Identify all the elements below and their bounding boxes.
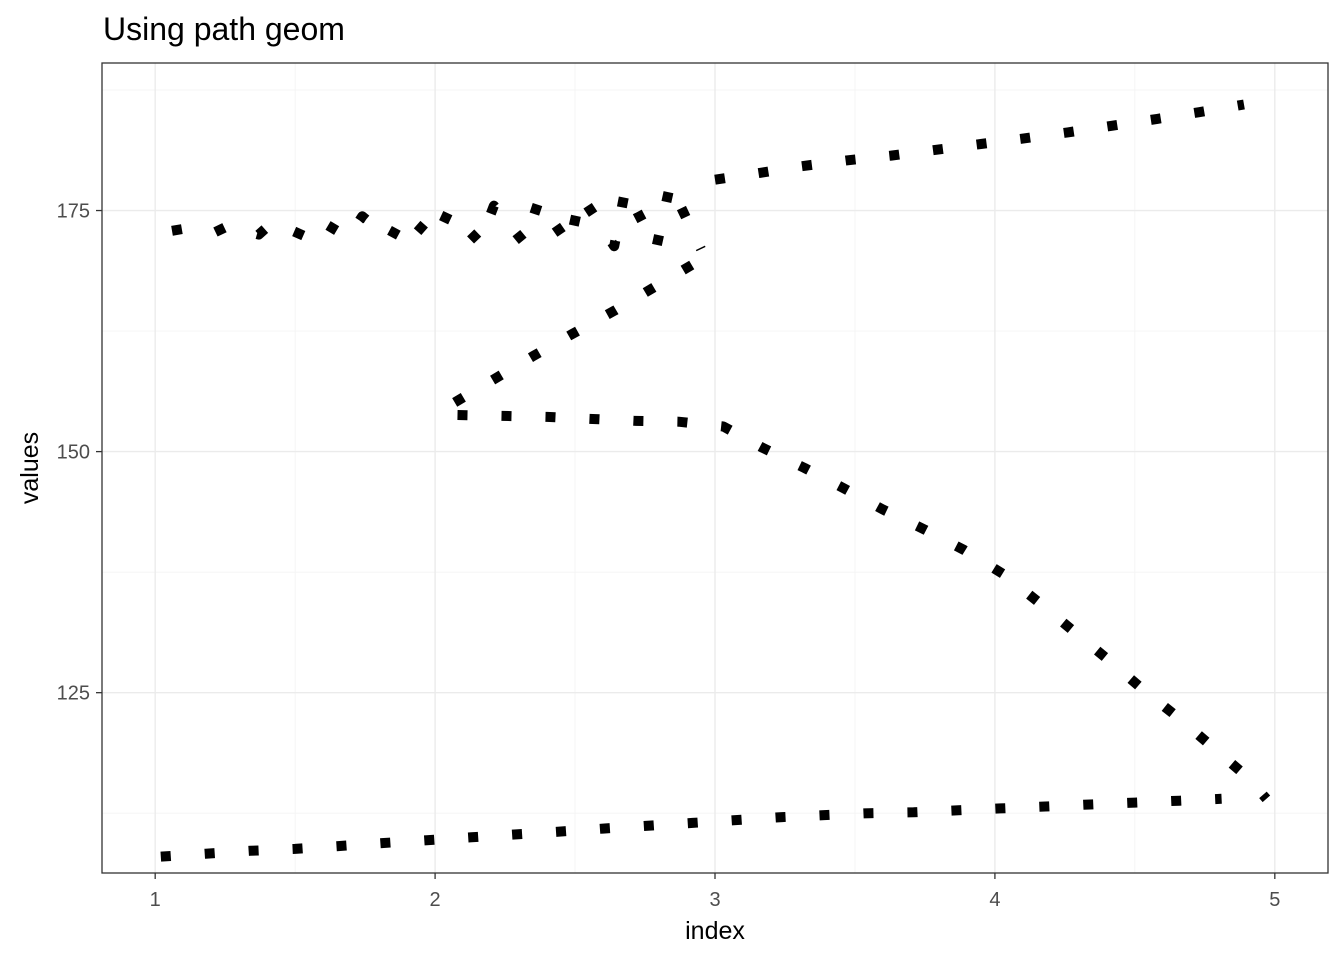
data-point xyxy=(656,248,657,249)
data-point xyxy=(348,237,349,238)
data-point xyxy=(1213,747,1214,748)
series-path xyxy=(714,99,1245,185)
data-point xyxy=(538,200,539,201)
data-point xyxy=(1003,574,1004,575)
data-point xyxy=(524,243,525,244)
x-tick-label: 1 xyxy=(150,889,161,911)
data-point xyxy=(589,418,590,419)
series-path xyxy=(171,179,706,254)
data-point xyxy=(479,242,480,243)
y-tick-label: 150 xyxy=(57,442,90,464)
data-point xyxy=(1179,718,1180,719)
grid-layer xyxy=(102,63,1328,873)
data-point xyxy=(692,264,693,265)
x-tick-label: 3 xyxy=(709,889,720,911)
series-layer xyxy=(160,99,1271,862)
chart-title: Using path geom xyxy=(103,11,345,47)
data-point xyxy=(1073,630,1074,631)
data-point xyxy=(1109,660,1110,661)
series-path xyxy=(452,260,696,407)
x-tick-label: 5 xyxy=(1269,889,1280,911)
data-point xyxy=(580,195,581,196)
axis-layer: 1 2 3 4 5 125 150 175 xyxy=(57,201,1281,911)
data-point xyxy=(404,213,405,214)
y-tick-label: 125 xyxy=(57,683,90,705)
data-point xyxy=(272,222,273,223)
data-point xyxy=(670,184,671,185)
data-point xyxy=(390,239,391,240)
data-point xyxy=(183,228,184,229)
x-axis-title: index xyxy=(685,917,745,945)
data-point xyxy=(1039,603,1040,604)
data-point xyxy=(625,189,626,190)
y-tick-label: 175 xyxy=(57,201,90,223)
x-tick-label: 4 xyxy=(989,889,1000,911)
data-point xyxy=(1143,689,1144,690)
y-axis-title: values xyxy=(16,432,44,504)
x-tick-label: 2 xyxy=(430,889,441,911)
data-point xyxy=(1246,776,1247,777)
series-path xyxy=(160,793,1222,862)
data-point xyxy=(213,232,214,233)
series-path xyxy=(457,410,1271,803)
data-point xyxy=(317,219,318,220)
data-point xyxy=(569,245,570,246)
data-point xyxy=(227,225,228,226)
